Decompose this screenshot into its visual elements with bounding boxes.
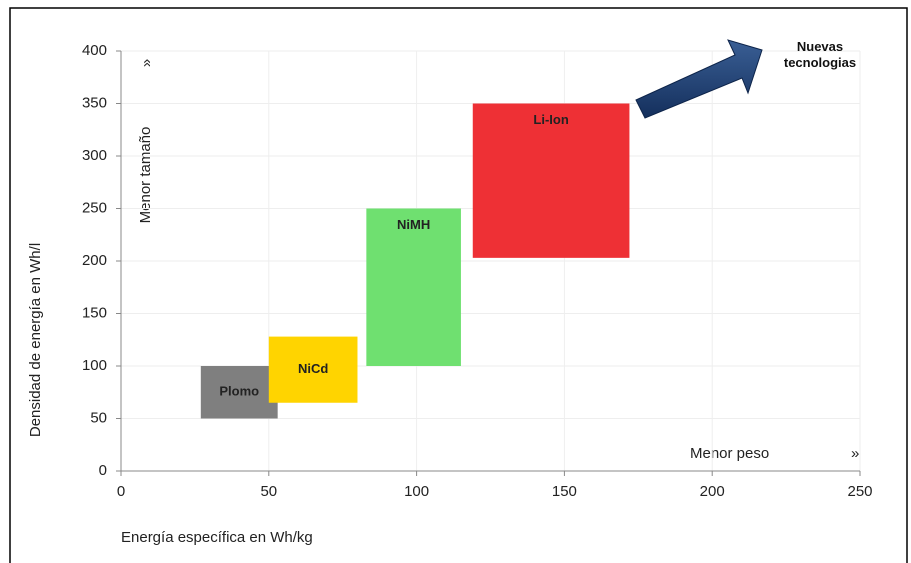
y-tick-label: 50 — [90, 409, 107, 426]
x-tick-label: 50 — [260, 483, 277, 500]
y-tick-label: 350 — [82, 94, 107, 111]
region-label: Li-Ion — [533, 112, 568, 127]
weight-arrow: » — [851, 445, 859, 462]
x-tick-label: 0 — [117, 483, 125, 500]
new-tech-note: Nuevas tecnologias — [783, 39, 857, 70]
region-label: Plomo — [219, 384, 259, 399]
y-tick-label: 300 — [82, 147, 107, 164]
y-tick-label: 200 — [82, 252, 107, 269]
size-note: Menor tamaño — [137, 127, 154, 224]
frame — [9, 7, 908, 563]
x-tick-label: 200 — [700, 483, 725, 500]
region — [366, 208, 461, 366]
arrow — [635, 39, 763, 119]
y-tick-label: 0 — [99, 462, 107, 479]
y-tick-label: 400 — [82, 42, 107, 59]
x-tick-label: 250 — [847, 483, 872, 500]
weight-note: Menor peso — [690, 445, 769, 462]
size-arrow: » — [138, 59, 155, 67]
y-tick-label: 150 — [82, 304, 107, 321]
x-tick-label: 100 — [404, 483, 429, 500]
y-axis-label: Densidad de energía en Wh/l — [27, 243, 44, 437]
region — [472, 103, 630, 258]
x-axis-label: Energía específica en Wh/kg — [121, 529, 313, 546]
y-tick-label: 100 — [82, 357, 107, 374]
region-label: NiCd — [298, 361, 328, 376]
y-tick-label: 250 — [82, 199, 107, 216]
region — [200, 366, 278, 419]
region-label: NiMH — [397, 217, 430, 232]
x-tick-label: 150 — [552, 483, 577, 500]
region — [268, 336, 358, 403]
